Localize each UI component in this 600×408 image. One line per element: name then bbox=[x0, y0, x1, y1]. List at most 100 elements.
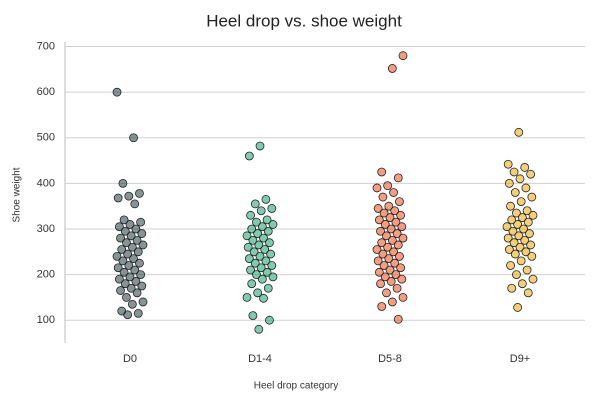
point bbox=[137, 229, 147, 238]
point bbox=[379, 261, 389, 270]
point bbox=[378, 249, 388, 259]
y-tick-label: 200 bbox=[37, 268, 55, 280]
point bbox=[129, 133, 138, 143]
point bbox=[118, 256, 128, 266]
point bbox=[396, 263, 406, 273]
point bbox=[527, 192, 537, 202]
point bbox=[125, 220, 135, 229]
point bbox=[378, 192, 388, 202]
point bbox=[253, 288, 263, 298]
point bbox=[506, 261, 515, 270]
point bbox=[376, 226, 385, 236]
point bbox=[120, 279, 130, 289]
point bbox=[248, 235, 258, 245]
point bbox=[397, 274, 407, 284]
y-tick-label: 300 bbox=[37, 223, 55, 235]
point bbox=[250, 199, 260, 209]
point bbox=[387, 297, 397, 307]
point bbox=[267, 261, 277, 270]
point bbox=[263, 226, 273, 236]
point bbox=[508, 226, 518, 236]
point bbox=[117, 245, 127, 254]
point bbox=[246, 210, 255, 220]
point bbox=[122, 238, 131, 248]
point bbox=[116, 233, 125, 243]
point bbox=[515, 174, 525, 184]
point bbox=[120, 226, 130, 236]
point bbox=[259, 293, 268, 303]
point bbox=[266, 249, 276, 259]
point bbox=[382, 231, 391, 241]
point bbox=[520, 235, 530, 245]
point bbox=[268, 220, 278, 229]
point bbox=[526, 169, 536, 179]
point bbox=[509, 167, 519, 177]
point bbox=[249, 247, 259, 257]
point bbox=[516, 197, 526, 207]
point bbox=[123, 249, 133, 259]
point bbox=[503, 159, 513, 169]
point bbox=[135, 189, 144, 198]
point bbox=[503, 233, 513, 243]
point bbox=[385, 213, 395, 222]
point bbox=[513, 220, 523, 229]
point bbox=[513, 303, 523, 312]
point bbox=[244, 254, 254, 264]
point bbox=[133, 247, 143, 257]
point bbox=[113, 263, 123, 273]
point bbox=[502, 222, 512, 232]
point bbox=[132, 288, 142, 298]
point bbox=[254, 240, 264, 250]
point bbox=[137, 281, 147, 291]
y-tick-label: 100 bbox=[37, 314, 55, 326]
point bbox=[118, 178, 128, 188]
point bbox=[373, 204, 383, 213]
point bbox=[127, 242, 137, 252]
point bbox=[114, 274, 124, 284]
point bbox=[398, 233, 408, 243]
point bbox=[256, 263, 266, 273]
point bbox=[256, 206, 266, 216]
point bbox=[504, 178, 514, 188]
point bbox=[527, 251, 537, 261]
point bbox=[261, 194, 271, 204]
point bbox=[119, 215, 129, 225]
x-tick-label: D1-4 bbox=[248, 353, 272, 365]
point bbox=[377, 238, 387, 248]
point bbox=[133, 308, 143, 318]
point bbox=[384, 201, 394, 211]
point bbox=[374, 267, 384, 277]
point bbox=[393, 240, 403, 250]
point bbox=[248, 311, 258, 321]
point bbox=[247, 224, 257, 234]
point bbox=[377, 167, 387, 177]
point bbox=[509, 238, 519, 248]
point bbox=[122, 292, 131, 302]
point bbox=[377, 302, 387, 311]
point bbox=[514, 231, 524, 241]
point bbox=[387, 235, 397, 245]
point bbox=[517, 279, 527, 289]
point bbox=[510, 249, 520, 259]
point bbox=[372, 245, 382, 254]
point bbox=[242, 231, 252, 241]
point bbox=[507, 283, 517, 293]
point bbox=[247, 279, 257, 289]
point bbox=[257, 222, 267, 232]
point bbox=[376, 279, 385, 289]
point bbox=[504, 245, 514, 254]
point bbox=[514, 127, 524, 137]
point bbox=[389, 247, 398, 257]
point bbox=[390, 206, 400, 216]
point bbox=[510, 188, 520, 197]
point bbox=[372, 183, 382, 193]
x-tick-label: D9+ bbox=[510, 353, 531, 365]
point bbox=[135, 258, 144, 268]
point bbox=[525, 229, 534, 238]
point bbox=[383, 242, 393, 252]
point bbox=[131, 277, 141, 286]
point bbox=[515, 242, 525, 252]
point bbox=[384, 254, 394, 264]
point bbox=[396, 210, 406, 220]
